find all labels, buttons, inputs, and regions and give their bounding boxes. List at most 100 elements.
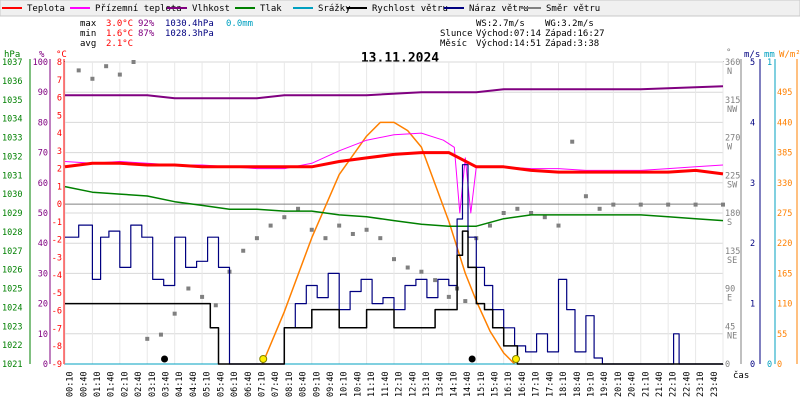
- x-tick-label: 14:40: [463, 371, 473, 397]
- temp-tick-label: -7: [52, 324, 62, 334]
- temp-tick-label: 5: [57, 111, 62, 121]
- stat-pressure: 1030.4hPa: [165, 19, 214, 29]
- rain-tick-label: 0: [767, 360, 772, 370]
- x-tick-label: 00:40: [79, 371, 89, 397]
- stat-wind-speed: WS:2.7m/s: [476, 19, 525, 29]
- x-tick-label: 01:10: [93, 371, 103, 397]
- series-line: [64, 185, 724, 227]
- sun-tick-label: 55: [777, 330, 787, 340]
- x-tick-label: 17:40: [545, 371, 555, 397]
- temp-tick-label: -5: [52, 289, 62, 299]
- percent-tick-label: 40: [38, 239, 48, 249]
- x-tick-label: 15:10: [477, 371, 487, 397]
- wind-direction-point: [309, 227, 314, 232]
- temp-tick-label: 6: [57, 94, 62, 104]
- x-tick-label: 12:40: [408, 371, 418, 397]
- sun-tick-label: 220: [777, 239, 792, 249]
- x-tick-label: 20:10: [614, 371, 624, 397]
- temp-tick-label: -1: [52, 218, 62, 228]
- x-tick-label: 13:10: [422, 371, 432, 397]
- stat-label: avg: [80, 39, 96, 49]
- x-tick-label: 23:40: [710, 371, 720, 397]
- dir-name-label: SW: [727, 180, 738, 190]
- axis-unit-rain: mm: [764, 50, 775, 60]
- sun-label: Slunce: [440, 29, 473, 39]
- hpa-tick-label: 1025: [2, 285, 22, 295]
- x-tick-label: 23:10: [696, 371, 706, 397]
- axes: hPa% °C ° m/s mm W/m²103710361035103410331032…: [2, 48, 800, 397]
- stat-label: min: [80, 29, 96, 39]
- hpa-tick-label: 1028: [2, 228, 22, 238]
- percent-tick-label: 10: [38, 330, 48, 340]
- sun-tick-label: 0: [777, 360, 782, 370]
- x-tick-label: 22:40: [682, 371, 692, 397]
- wind-tick-label: 0: [750, 360, 755, 370]
- wind-direction-point: [446, 294, 451, 299]
- wind-direction-point: [296, 206, 301, 211]
- legend-label: Přízemní teplota: [95, 4, 182, 14]
- axis-unit-percent: %: [39, 50, 45, 60]
- x-tick-label: 21:40: [655, 371, 665, 397]
- dir-tick-label: 45: [725, 322, 735, 332]
- x-axis-unit: čas: [733, 370, 749, 381]
- wind-tick-label: 2: [750, 239, 755, 249]
- dir-tick-label: 270: [725, 134, 740, 144]
- moon-label: Měsíc: [440, 39, 467, 49]
- hpa-tick-label: 1033: [2, 134, 22, 144]
- hpa-tick-label: 1036: [2, 77, 22, 87]
- legend-label: Srážky: [318, 4, 351, 14]
- wind-direction-point: [405, 265, 410, 270]
- wind-direction-point: [200, 294, 205, 299]
- wind-direction-point: [419, 269, 424, 274]
- wind-direction-point: [254, 236, 259, 241]
- percent-tick-label: 80: [38, 118, 48, 128]
- temp-tick-label: 7: [57, 76, 62, 86]
- wind-direction-point: [323, 236, 328, 241]
- x-tick-label: 07:10: [257, 371, 267, 397]
- wind-direction-point: [666, 202, 671, 207]
- legend-background: [0, 0, 800, 17]
- x-tick-label: 02:10: [120, 371, 130, 397]
- wind-tick-label: 1: [750, 300, 755, 310]
- percent-tick-label: 30: [38, 269, 48, 279]
- percent-tick-label: 90: [38, 88, 48, 98]
- wind-direction-point: [364, 227, 369, 232]
- hpa-tick-label: 1022: [2, 341, 22, 351]
- axis-unit-sun: W/m²: [779, 50, 800, 60]
- wind-direction-point: [542, 215, 547, 220]
- wind-direction-point: [487, 223, 492, 228]
- hpa-tick-label: 1031: [2, 171, 22, 181]
- x-tick-label: 04:10: [175, 371, 185, 397]
- temp-tick-label: 3: [57, 147, 62, 157]
- dir-tick-label: 0: [725, 360, 730, 370]
- stat-rain: 0.0mm: [226, 19, 253, 29]
- x-tick-label: 10:40: [353, 371, 363, 397]
- x-tick-label: 19:10: [586, 371, 596, 397]
- temp-tick-label: -9: [52, 360, 62, 370]
- dir-tick-label: 315: [725, 96, 740, 106]
- dir-name-label: SE: [727, 256, 737, 266]
- percent-tick-label: 50: [38, 209, 48, 219]
- x-tick-label: 19:40: [600, 371, 610, 397]
- wind-direction-point: [213, 303, 218, 308]
- sun-tick-label: 440: [777, 118, 792, 128]
- sun-tick-label: 165: [777, 269, 792, 279]
- wind-direction-point: [583, 194, 588, 199]
- stat-label: max: [80, 19, 97, 29]
- wind-tick-label: 4: [750, 118, 755, 128]
- stat-humidity: 92%: [138, 19, 155, 29]
- stat-temp: 3.0°C: [106, 19, 133, 29]
- temp-tick-label: -3: [52, 253, 62, 263]
- hpa-tick-label: 1035: [2, 96, 22, 106]
- temp-tick-label: -6: [52, 307, 62, 317]
- x-tick-label: 15:40: [491, 371, 501, 397]
- wind-direction-point: [158, 332, 163, 337]
- x-tick-label: 18:40: [573, 371, 583, 397]
- wind-direction-point: [145, 336, 150, 341]
- moon-marker: [161, 355, 169, 363]
- x-tick-label: 18:10: [559, 371, 569, 397]
- x-tick-label: 09:40: [326, 371, 336, 397]
- dir-tick-label: 225: [725, 171, 740, 181]
- x-tick-label: 12:10: [395, 371, 405, 397]
